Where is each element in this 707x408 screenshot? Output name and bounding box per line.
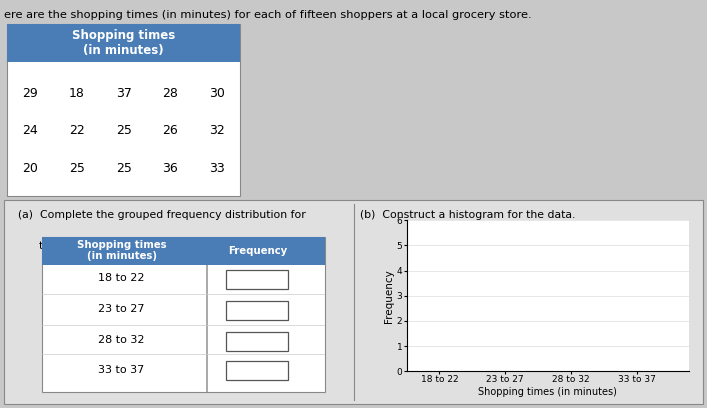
- Text: 33 to 37: 33 to 37: [98, 365, 145, 375]
- Bar: [226, 361, 288, 380]
- Bar: [7, 24, 240, 62]
- Bar: [42, 237, 325, 264]
- Text: 33: 33: [209, 162, 225, 175]
- Text: Frequency: Frequency: [228, 246, 287, 255]
- Text: the data. (Note that the class width is 5.): the data. (Note that the class width is …: [18, 241, 262, 251]
- Text: Shopping times
(in minutes): Shopping times (in minutes): [77, 240, 166, 262]
- X-axis label: Shopping times (in minutes): Shopping times (in minutes): [479, 387, 617, 397]
- Text: 22: 22: [69, 124, 85, 137]
- Text: ere are the shopping times (in minutes) for each of fifteen shoppers at a local : ere are the shopping times (in minutes) …: [4, 10, 531, 20]
- Text: 18 to 22: 18 to 22: [98, 273, 145, 283]
- Bar: [206, 264, 208, 392]
- Text: 25: 25: [69, 162, 85, 175]
- Text: 32: 32: [209, 124, 225, 137]
- Bar: [226, 332, 288, 350]
- Text: 28 to 32: 28 to 32: [98, 335, 145, 345]
- Text: 26: 26: [163, 124, 178, 137]
- Y-axis label: Frequency: Frequency: [384, 269, 394, 323]
- Text: Shopping times
(in minutes): Shopping times (in minutes): [72, 29, 175, 58]
- Text: (a)  Complete the grouped frequency distribution for: (a) Complete the grouped frequency distr…: [18, 210, 305, 220]
- Text: 18: 18: [69, 86, 85, 100]
- Text: 36: 36: [163, 162, 178, 175]
- Text: 29: 29: [23, 86, 38, 100]
- Text: 37: 37: [116, 86, 132, 100]
- Text: 20: 20: [23, 162, 38, 175]
- Text: 23 to 27: 23 to 27: [98, 304, 145, 314]
- Bar: [226, 270, 288, 288]
- Bar: [226, 301, 288, 319]
- Text: 28: 28: [163, 86, 178, 100]
- Text: 30: 30: [209, 86, 225, 100]
- Text: 24: 24: [23, 124, 38, 137]
- Text: 25: 25: [116, 124, 132, 137]
- Text: 25: 25: [116, 162, 132, 175]
- Text: (b)  Construct a histogram for the data.: (b) Construct a histogram for the data.: [361, 210, 576, 220]
